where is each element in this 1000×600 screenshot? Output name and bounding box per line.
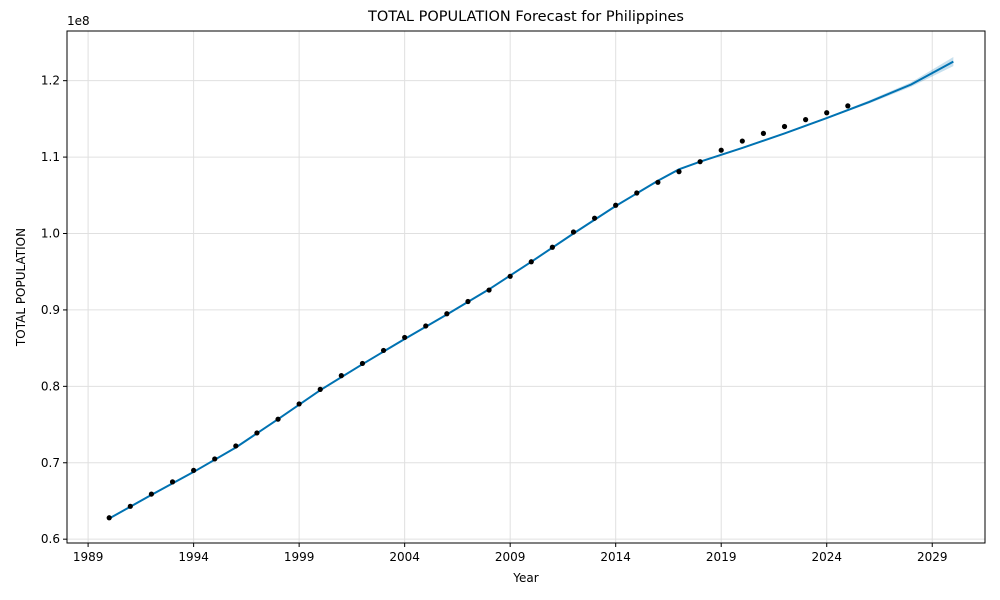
observed-point xyxy=(465,298,471,305)
observed-point xyxy=(191,467,197,474)
x-tick-label: 2004 xyxy=(389,550,420,564)
observed-point xyxy=(634,190,640,196)
observed-point xyxy=(528,259,534,265)
observed-points-layer xyxy=(106,103,851,521)
x-tick-label: 1989 xyxy=(73,550,104,564)
y-tick-label: 0.9 xyxy=(41,303,60,317)
observed-point xyxy=(676,169,682,175)
observed-point xyxy=(402,334,408,341)
y-tick-label: 1.2 xyxy=(41,74,60,88)
observed-point xyxy=(760,130,767,136)
x-tick-label: 2009 xyxy=(495,550,526,564)
x-tick-label: 1994 xyxy=(178,550,209,564)
observed-point xyxy=(486,287,492,293)
observed-point xyxy=(718,147,724,153)
observed-point xyxy=(169,479,176,485)
observed-point xyxy=(275,416,281,422)
observed-point xyxy=(317,386,323,392)
observed-point xyxy=(591,215,598,221)
plot-frame xyxy=(66,30,986,544)
observed-point xyxy=(803,117,809,123)
observed-point xyxy=(613,202,619,208)
y-axis-ticks: 0.6 0.7 0.8 0.9 1.0 1.1 1.2 xyxy=(41,74,67,546)
x-tick-label: 2019 xyxy=(706,550,737,564)
observed-point xyxy=(739,138,745,144)
y-tick-label: 1.0 xyxy=(41,227,60,241)
x-tick-label: 1999 xyxy=(284,550,315,564)
observed-point xyxy=(212,456,218,462)
observed-point xyxy=(570,229,577,235)
y-tick-label: 1.1 xyxy=(41,150,60,164)
observed-point xyxy=(781,123,788,130)
observed-point xyxy=(549,244,555,250)
observed-point xyxy=(507,273,513,279)
y-tick-label: 0.7 xyxy=(41,456,60,470)
x-axis-ticks: 1989 1994 1999 2004 2009 2014 2019 2024 2029 xyxy=(73,543,948,564)
grid xyxy=(67,31,985,543)
observed-point xyxy=(423,323,429,329)
x-tick-label: 2014 xyxy=(600,550,631,564)
observed-point xyxy=(127,503,133,509)
observed-point xyxy=(233,443,239,449)
observed-point xyxy=(824,110,830,116)
x-tick-label: 2029 xyxy=(917,550,948,564)
x-tick-label: 2024 xyxy=(811,550,842,564)
observed-point xyxy=(380,347,387,354)
y-axis-label: TOTAL POPULATION xyxy=(14,228,28,347)
y-axis-offset-label: 1e8 xyxy=(67,14,90,28)
observed-point xyxy=(697,159,703,165)
observed-point xyxy=(845,103,851,109)
chart-title: TOTAL POPULATION Forecast for Philippine… xyxy=(367,9,684,25)
observed-point xyxy=(655,179,661,185)
observed-point xyxy=(296,401,302,407)
x-axis-label: Year xyxy=(512,571,538,585)
y-tick-label: 0.8 xyxy=(41,379,60,393)
observed-point xyxy=(338,373,344,379)
observed-point xyxy=(106,515,112,521)
observed-point xyxy=(359,360,366,367)
y-tick-label: 0.6 xyxy=(41,532,60,546)
observed-point xyxy=(444,311,450,317)
observed-point xyxy=(254,430,260,436)
observed-point xyxy=(148,491,155,497)
